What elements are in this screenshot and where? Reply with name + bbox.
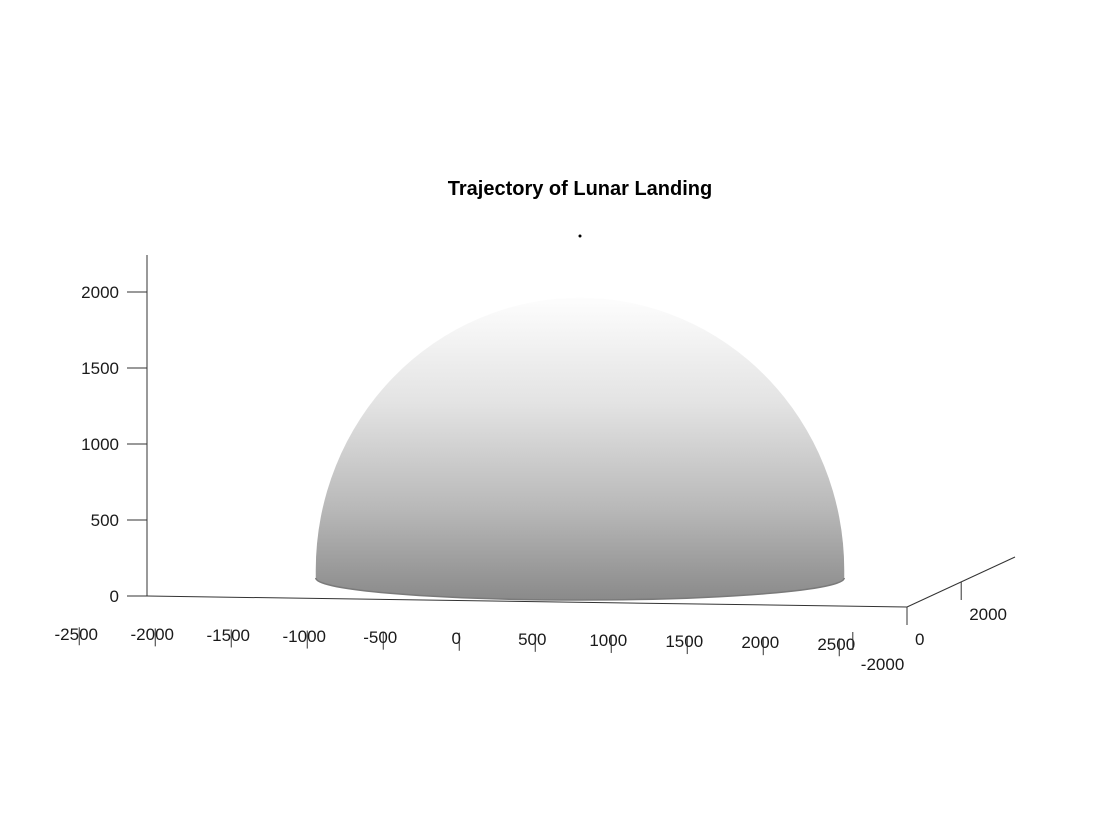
x-tick-label: -2500 [55,625,98,644]
y-tick-label: -2000 [861,655,904,674]
x-ticks: -2500 -2000 -1500 -1000 -500 0 500 1000 1500 2000… [55,625,855,657]
z-tick-label: 1500 [81,359,119,378]
x-tick-label: 0 [452,629,461,648]
x-tick-label: 1500 [665,632,703,651]
x-tick-label: 2000 [741,633,779,652]
x-tick-label: -500 [363,628,397,647]
z-ticks: 0 500 1000 1500 2000 [81,283,147,606]
x-axis-line [146,595,908,608]
x-tick-label: 1000 [589,631,627,650]
dome-base-rim [315,577,845,601]
y-ticks: -2000 0 2000 [852,582,1007,674]
hemisphere-surface [315,297,845,601]
trajectory-points [578,234,582,238]
chart-title: Trajectory of Lunar Landing [448,178,712,200]
x-tick-label: 500 [518,630,546,649]
x-tick-label: -1500 [207,626,250,645]
z-tick-label: 2000 [81,283,119,302]
z-tick-label: 0 [110,587,119,606]
trajectory-point [578,234,582,238]
dome-surface [315,297,845,600]
y-tick-label: 2000 [969,605,1007,624]
x-tick-label: -2000 [131,625,174,644]
x-tick-label: 2500 [817,635,855,654]
z-tick-label: 500 [91,511,119,530]
z-tick-label: 1000 [81,435,119,454]
x-tick-label: -1000 [283,627,326,646]
y-tick-label: 0 [915,630,924,649]
